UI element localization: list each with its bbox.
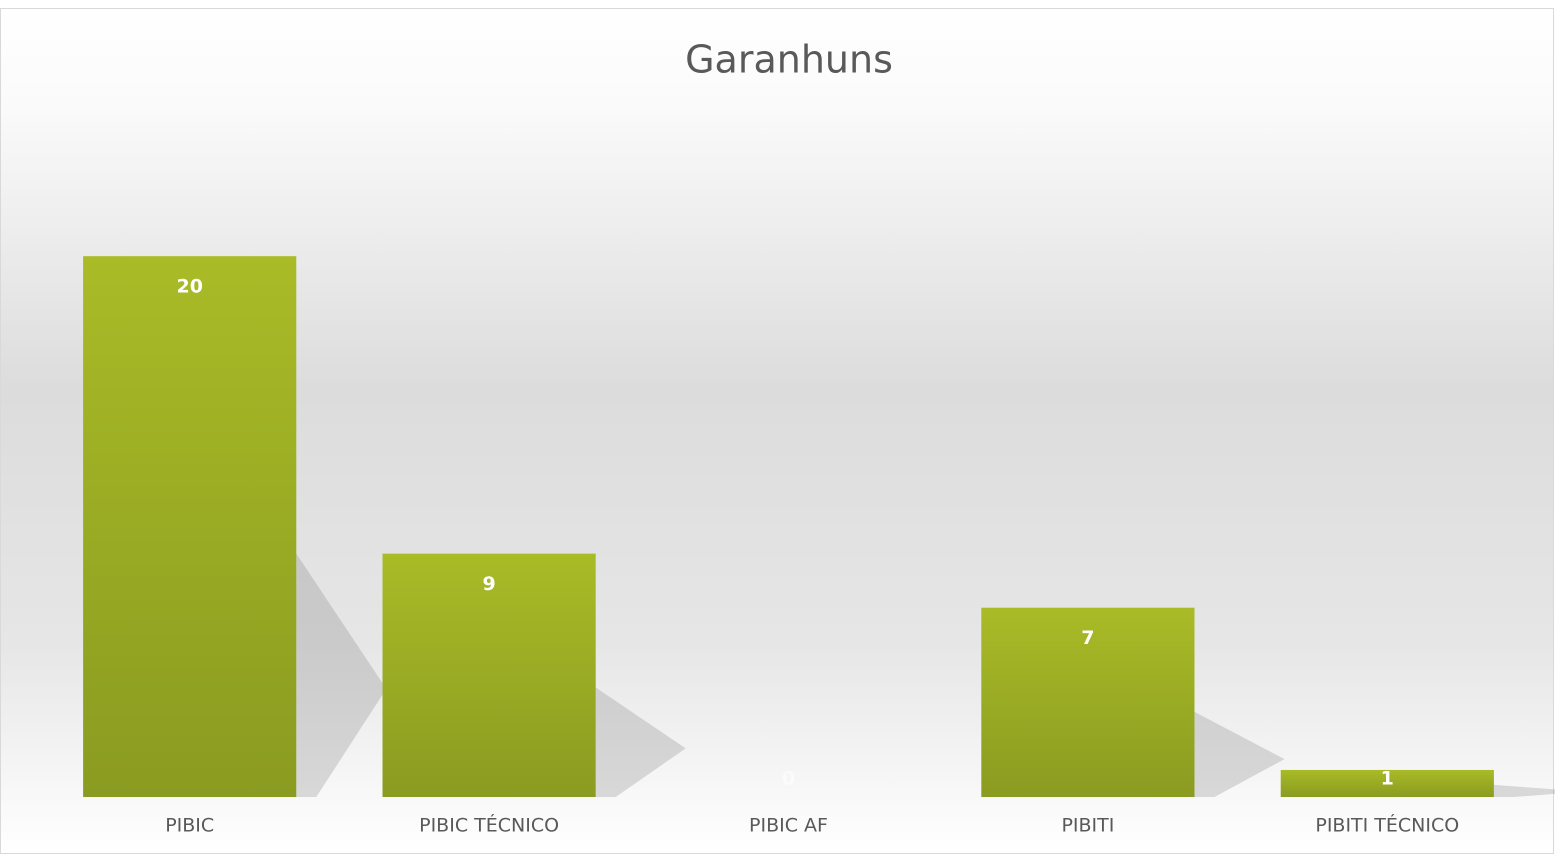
x-tick-label: PIBITI: [1061, 815, 1114, 837]
bar: [1280, 769, 1494, 797]
x-tick-label: PIBIC: [165, 815, 214, 837]
bar: [83, 256, 297, 797]
bar-shadow: [296, 553, 387, 797]
bar-shadow: [595, 687, 686, 797]
x-tick-label: PIBITI TÉCNICO: [1315, 814, 1459, 837]
bar-shadow: [1194, 711, 1285, 797]
bar-shadow: [1493, 784, 1555, 797]
chart-title: Garanhuns: [685, 38, 893, 82]
data-label: 9: [482, 573, 495, 595]
data-label: 20: [176, 276, 202, 298]
data-label: 1: [1381, 768, 1394, 790]
x-tick-label: PIBIC TÉCNICO: [419, 814, 559, 837]
bar: [981, 607, 1195, 797]
data-label: 7: [1081, 627, 1094, 649]
data-label: 0: [782, 768, 795, 790]
x-tick-label: PIBIC AF: [749, 815, 828, 837]
bar: [382, 553, 596, 797]
